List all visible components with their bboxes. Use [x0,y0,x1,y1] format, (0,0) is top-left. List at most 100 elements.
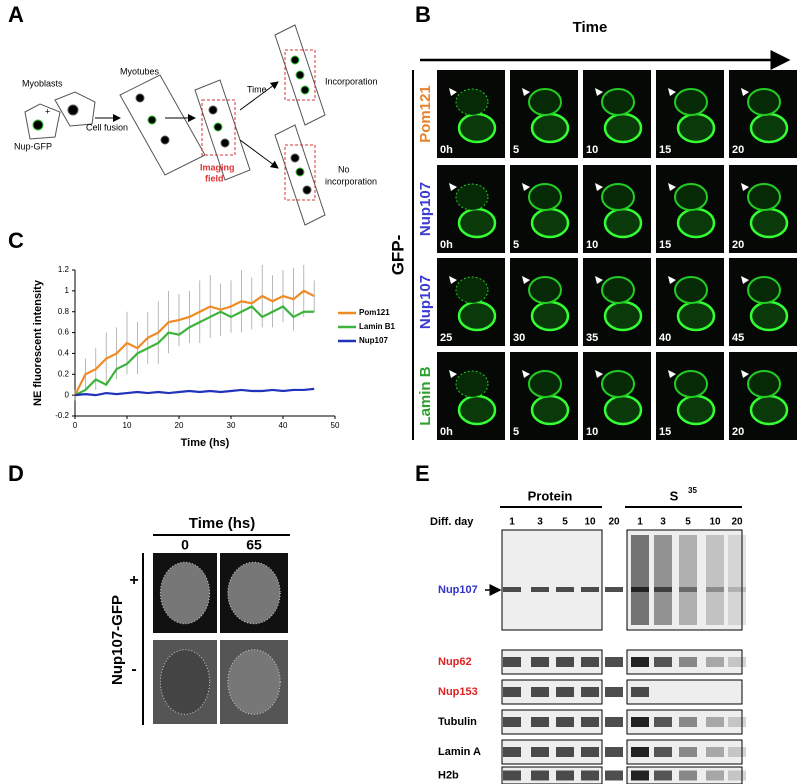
frame-label: 0h [440,144,453,156]
nucleus [159,561,211,625]
band [706,747,724,757]
legend-label: Lamin B1 [359,322,396,331]
band [605,770,623,781]
label: No [338,164,350,174]
arrowhead [741,370,749,378]
day-label: 3 [660,517,666,528]
band [728,770,746,781]
nucleus [674,183,708,211]
band [728,717,746,727]
band [581,747,599,757]
arrowhead [741,183,749,191]
blot-label: Lamin A [438,746,481,758]
smear [679,535,697,625]
arrowhead [668,88,676,96]
smear [654,535,672,625]
band [679,770,697,781]
d-time: Time (hs) [189,515,255,532]
arrowhead [522,370,530,378]
nucleus [528,183,562,211]
nucleus [227,561,281,625]
nucleus [749,394,789,426]
row-sign: - [131,661,136,678]
blot-label: H2b [438,769,459,781]
label: Myotubes [120,66,160,76]
band [503,687,521,697]
day-label: 20 [608,517,620,528]
nucleus [674,370,708,398]
band [631,687,649,697]
y-tick-label: 1 [65,286,70,295]
nucleus [455,183,489,211]
blot [501,529,603,631]
nucleus [528,88,562,116]
nucleus [530,394,570,426]
label: field [205,173,224,183]
panel-label: D [8,461,24,486]
day-label: 5 [562,517,568,528]
series-line [74,289,315,396]
nucleus [457,207,497,239]
smear [706,535,724,625]
nucleus [676,112,716,144]
band [605,657,623,667]
legend-label: Nup107 [359,336,388,345]
band [631,747,649,757]
blot-label: Nup153 [438,686,478,698]
frame-label: 10 [586,239,598,251]
arrowhead [449,370,457,378]
band [531,747,549,757]
label: Myoblasts [22,78,63,88]
smear [728,535,746,625]
e-diff-day: Diff. day [430,516,474,528]
nucleus [674,276,708,304]
nucleus [530,300,570,332]
frame-label: 20 [732,144,744,156]
band [581,717,599,727]
band [531,587,549,592]
x-tick-label: 0 [73,421,78,430]
y-axis-label: NE fluorescent intensity [32,279,44,406]
label: Time [247,84,267,94]
blot-label: Tubulin [438,716,477,728]
band [728,587,746,592]
day-label: 10 [584,517,596,528]
nucleus [455,276,489,304]
schematic [24,24,326,226]
row-label: Lamin B [417,366,434,425]
nucleus [603,207,643,239]
y-tick-label: 1.2 [58,265,70,274]
frame-label: 10 [586,426,598,438]
e-s-sup: 35 [688,486,697,495]
frame-label: 35 [586,332,598,344]
frame-label: 25 [440,332,452,344]
b-time: Time [573,19,608,36]
x-tick-label: 30 [227,421,236,430]
arrowhead [595,370,603,378]
day-label: 5 [685,517,691,528]
y-tick-label: 0 [65,390,70,399]
band [631,717,649,727]
frame-label: 5 [513,426,519,438]
arrowhead [449,183,457,191]
frame-label: 20 [732,426,744,438]
arrowhead [449,276,457,284]
label: Incorporation [325,76,378,86]
arrowhead [595,183,603,191]
series-line [74,305,315,397]
frame-label: 30 [513,332,525,344]
band [654,770,672,781]
row-sign: + [129,572,138,589]
e-protein: Protein [528,488,573,503]
band [654,587,672,592]
nucleus [457,112,497,144]
band [556,770,574,781]
nucleus [455,370,489,398]
band [556,687,574,697]
x-tick-label: 40 [279,421,288,430]
arrowhead [522,183,530,191]
band [654,747,672,757]
nucleus [747,183,781,211]
nucleus [603,300,643,332]
nucleus [530,207,570,239]
